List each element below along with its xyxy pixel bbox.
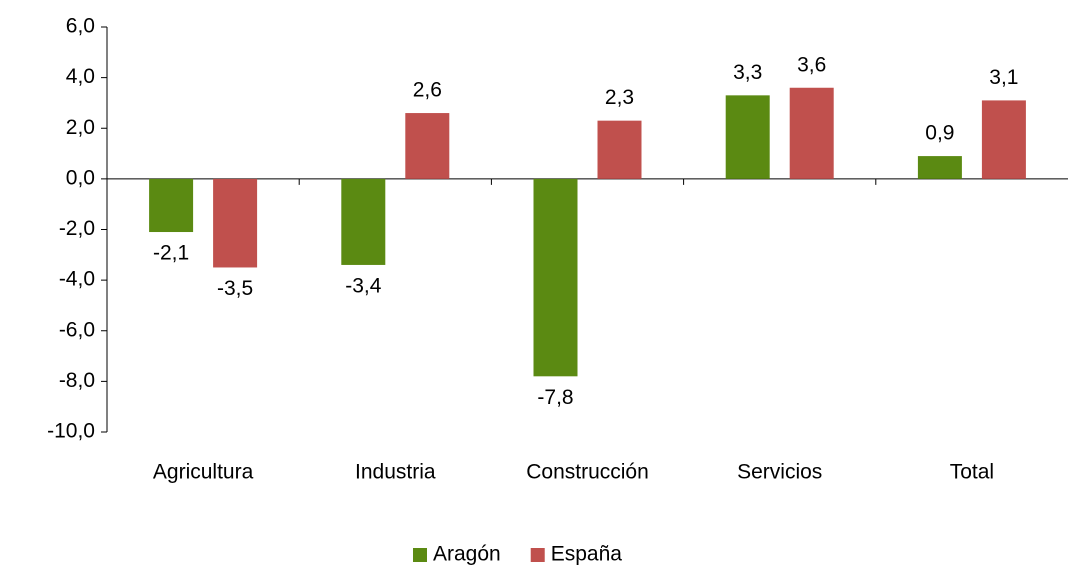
data-label: -3,4 xyxy=(345,274,382,297)
bar xyxy=(981,100,1026,179)
bar xyxy=(405,113,450,179)
data-label: -7,8 xyxy=(537,386,573,409)
y-tick-label: -2,0 xyxy=(59,217,95,240)
data-label: 2,6 xyxy=(413,79,442,102)
data-label: 3,1 xyxy=(989,66,1018,89)
y-tick-label: 2,0 xyxy=(66,116,95,139)
x-tick-label: Agricultura xyxy=(153,461,254,484)
y-tick-label: -8,0 xyxy=(59,369,95,392)
bar xyxy=(917,156,962,179)
x-tick-label: Industria xyxy=(355,461,436,484)
legend-label: Aragón xyxy=(433,543,501,566)
data-label: 3,6 xyxy=(797,53,826,76)
legend-swatch xyxy=(413,548,427,562)
bar xyxy=(725,95,770,179)
bar xyxy=(533,178,578,377)
bar xyxy=(149,178,194,233)
y-tick-label: -6,0 xyxy=(59,318,95,341)
x-tick-label: Construcción xyxy=(526,461,649,484)
data-label: -2,1 xyxy=(153,242,189,265)
y-tick-label: 4,0 xyxy=(66,65,95,88)
data-label: -3,5 xyxy=(217,277,253,300)
y-tick-label: 6,0 xyxy=(66,15,95,38)
y-tick-label: -10,0 xyxy=(47,420,95,443)
data-label: 0,9 xyxy=(925,122,954,145)
bar xyxy=(597,120,642,179)
data-label: 3,3 xyxy=(733,61,762,84)
x-tick-label: Total xyxy=(950,461,994,484)
y-tick-label: -4,0 xyxy=(59,268,95,291)
bar xyxy=(341,178,386,265)
x-tick-label: Servicios xyxy=(737,461,822,484)
data-label: 2,3 xyxy=(605,86,634,109)
legend-label: España xyxy=(551,543,623,566)
bar xyxy=(213,178,258,268)
legend-swatch xyxy=(530,548,545,562)
bar xyxy=(789,87,834,179)
y-tick-label: 0,0 xyxy=(66,166,95,189)
